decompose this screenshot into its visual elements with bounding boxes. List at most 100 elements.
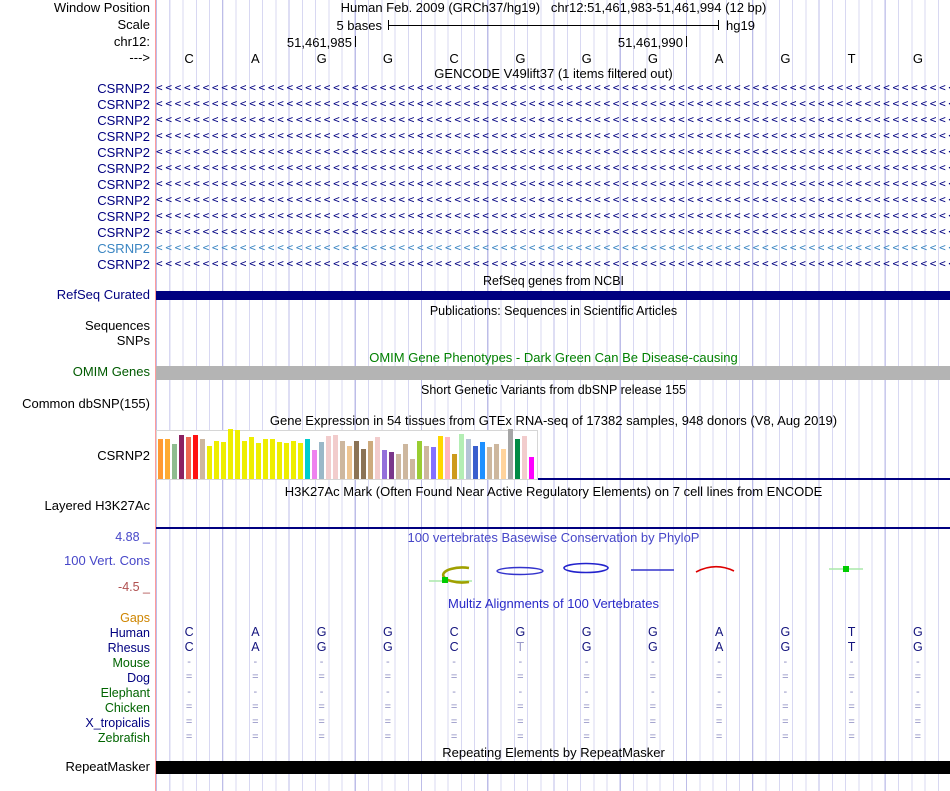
gtex-tissue-bar[interactable] [284,443,289,479]
gtex-chart-box[interactable] [156,429,538,480]
gtex-tissue-bar[interactable] [382,450,387,479]
gencode-transcript-row[interactable]: <<<<<<<<<<<<<<<<<<<<<<<<<<<<<<<<<<<<<<<<… [156,241,950,254]
gtex-tissue-bar[interactable] [396,454,401,479]
gtex-tissue-bar[interactable] [326,436,331,479]
gtex-tissue-bar[interactable] [305,439,310,479]
gtex-tissue-bar[interactable] [186,437,191,479]
gtex-tissue-bar[interactable] [228,429,233,479]
gtex-tissue-bar[interactable] [214,441,219,479]
gtex-tissue-bar[interactable] [403,444,408,479]
track-label-layered-h3k27ac[interactable]: Layered H3K27Ac [44,498,150,513]
gencode-transcript-row[interactable]: <<<<<<<<<<<<<<<<<<<<<<<<<<<<<<<<<<<<<<<<… [156,193,950,206]
multiz-species-label-gaps[interactable]: Gaps [120,611,150,625]
gtex-tissue-bar[interactable] [158,439,163,479]
gtex-tissue-bar[interactable] [424,446,429,479]
track-label-omim-genes[interactable]: OMIM Genes [72,364,150,379]
gtex-tissue-bar[interactable] [270,439,275,479]
gtex-tissue-bar[interactable] [417,441,422,479]
repeatmasker-bar[interactable] [156,761,950,774]
gencode-transcript-row[interactable]: <<<<<<<<<<<<<<<<<<<<<<<<<<<<<<<<<<<<<<<<… [156,225,950,238]
gtex-tissue-bar[interactable] [473,446,478,479]
gencode-transcript-row[interactable]: <<<<<<<<<<<<<<<<<<<<<<<<<<<<<<<<<<<<<<<<… [156,145,950,158]
gtex-tissue-bar[interactable] [207,446,212,479]
refseq-curated-bar[interactable] [156,291,950,300]
gencode-gene-label[interactable]: CSRNP2 [97,161,150,176]
gencode-transcript-row[interactable]: <<<<<<<<<<<<<<<<<<<<<<<<<<<<<<<<<<<<<<<<… [156,161,950,174]
gtex-tissue-bar[interactable] [515,439,520,479]
track-label-100-vert-cons[interactable]: 100 Vert. Cons [64,553,150,568]
gtex-tissue-bar[interactable] [354,441,359,479]
gtex-tissue-bar[interactable] [459,434,464,479]
gencode-gene-label[interactable]: CSRNP2 [97,113,150,128]
gtex-tissue-bar[interactable] [298,443,303,479]
gencode-gene-label[interactable]: CSRNP2 [97,193,150,208]
gtex-tissue-bar[interactable] [277,442,282,479]
track-label-gtex-gene[interactable]: CSRNP2 [97,448,150,463]
multiz-species-label-dog[interactable]: Dog [127,671,150,685]
gtex-tissue-bar[interactable] [529,457,534,479]
gencode-gene-label[interactable]: CSRNP2 [97,129,150,144]
gencode-gene-label[interactable]: CSRNP2 [97,257,150,272]
omim-genes-bar[interactable] [156,366,950,380]
gencode-gene-label[interactable]: CSRNP2 [97,225,150,240]
multiz-species-label-chicken[interactable]: Chicken [104,701,150,715]
gtex-tissue-bar[interactable] [480,442,485,479]
gtex-tissue-bar[interactable] [340,441,345,479]
gtex-tissue-bar[interactable] [508,429,513,479]
gtex-tissue-bar[interactable] [361,449,366,479]
track-label-refseq-curated[interactable]: RefSeq Curated [56,287,150,302]
track-label-snps[interactable]: SNPs [116,333,150,348]
gtex-tissue-bar[interactable] [438,436,443,479]
gencode-transcript-row[interactable]: <<<<<<<<<<<<<<<<<<<<<<<<<<<<<<<<<<<<<<<<… [156,257,950,270]
gtex-tissue-bar[interactable] [487,447,492,479]
gtex-tissue-bar[interactable] [445,437,450,479]
gencode-gene-label[interactable]: CSRNP2 [97,97,150,112]
track-label-common-dbsnp[interactable]: Common dbSNP(155) [22,396,150,411]
gencode-transcript-row[interactable]: <<<<<<<<<<<<<<<<<<<<<<<<<<<<<<<<<<<<<<<<… [156,97,950,110]
gencode-gene-label[interactable]: CSRNP2 [97,81,150,96]
gtex-tissue-bar[interactable] [389,452,394,479]
gtex-tissue-bar[interactable] [221,442,226,479]
multiz-species-label-mouse[interactable]: Mouse [112,656,150,670]
gencode-transcript-row[interactable]: <<<<<<<<<<<<<<<<<<<<<<<<<<<<<<<<<<<<<<<<… [156,81,950,94]
multiz-species-label-x_tropicalis[interactable]: X_tropicalis [85,716,150,730]
gtex-tissue-bar[interactable] [312,450,317,479]
gtex-tissue-bar[interactable] [466,439,471,479]
gencode-transcript-row[interactable]: <<<<<<<<<<<<<<<<<<<<<<<<<<<<<<<<<<<<<<<<… [156,177,950,190]
gtex-tissue-bar[interactable] [494,444,499,479]
gtex-tissue-bar[interactable] [375,437,380,479]
gencode-transcript-row[interactable]: <<<<<<<<<<<<<<<<<<<<<<<<<<<<<<<<<<<<<<<<… [156,113,950,126]
gtex-tissue-bar[interactable] [291,441,296,479]
gtex-tissue-bar[interactable] [319,442,324,479]
gtex-tissue-bar[interactable] [179,435,184,479]
gencode-gene-label[interactable]: CSRNP2 [97,241,150,256]
gtex-tissue-bar[interactable] [368,441,373,479]
gtex-tissue-bar[interactable] [200,439,205,479]
gtex-tissue-bar[interactable] [501,449,506,479]
multiz-species-label-human[interactable]: Human [109,626,150,640]
gencode-gene-label[interactable]: CSRNP2 [97,209,150,224]
gencode-transcript-row[interactable]: <<<<<<<<<<<<<<<<<<<<<<<<<<<<<<<<<<<<<<<<… [156,129,950,142]
gtex-tissue-bar[interactable] [263,439,268,479]
gencode-gene-label[interactable]: CSRNP2 [97,177,150,192]
gtex-tissue-bar[interactable] [333,435,338,479]
gtex-tissue-bar[interactable] [452,454,457,479]
gtex-tissue-bar[interactable] [193,435,198,479]
gtex-tissue-bar[interactable] [242,441,247,479]
gtex-tissue-bar[interactable] [347,446,352,479]
gtex-tissue-bar[interactable] [256,443,261,479]
gtex-tissue-bar[interactable] [431,447,436,479]
multiz-species-label-zebrafish[interactable]: Zebrafish [97,731,150,745]
gtex-tissue-bar[interactable] [249,437,254,479]
gencode-gene-label[interactable]: CSRNP2 [97,145,150,160]
gtex-tissue-bar[interactable] [172,444,177,479]
gtex-tissue-bar[interactable] [235,430,240,479]
track-label-sequences[interactable]: Sequences [84,318,150,333]
gtex-tissue-bar[interactable] [522,436,527,479]
multiz-species-label-rhesus[interactable]: Rhesus [107,641,150,655]
gtex-tissue-bar[interactable] [165,439,170,479]
track-label-repeatmasker[interactable]: RepeatMasker [65,759,150,774]
gtex-tissue-bar[interactable] [410,459,415,479]
multiz-species-label-elephant[interactable]: Elephant [100,686,150,700]
gencode-transcript-row[interactable]: <<<<<<<<<<<<<<<<<<<<<<<<<<<<<<<<<<<<<<<<… [156,209,950,222]
